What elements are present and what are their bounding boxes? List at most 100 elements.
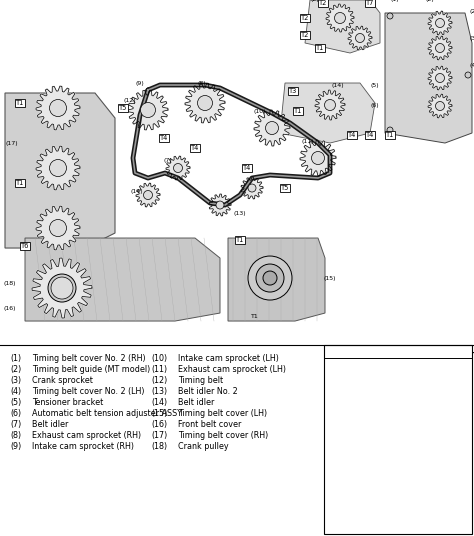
Text: T7: T7 <box>366 0 374 6</box>
Text: Intake cam sprocket (RH): Intake cam sprocket (RH) <box>32 442 134 451</box>
Polygon shape <box>228 238 325 321</box>
Polygon shape <box>280 83 375 143</box>
Text: (14): (14) <box>152 398 168 407</box>
Text: T5:: T5: <box>328 405 341 414</box>
Text: Ref. to
INSTALLATION, Cam
Sprocket.: Ref. to INSTALLATION, Cam Sprocket. <box>346 405 431 435</box>
Text: (4): (4) <box>11 387 22 396</box>
Text: Ref. to
INSTALLATION, Crank Pulley.: Ref. to INSTALLATION, Crank Pulley. <box>346 440 468 459</box>
Text: Automatic belt tension adjuster ASSY: Automatic belt tension adjuster ASSY <box>32 409 182 418</box>
Text: Front belt cover: Front belt cover <box>178 420 241 429</box>
Circle shape <box>51 277 73 299</box>
Circle shape <box>335 12 346 24</box>
Circle shape <box>140 102 155 117</box>
Circle shape <box>263 271 277 285</box>
Polygon shape <box>315 90 345 120</box>
Text: 9.75 (1.0, 7.2): 9.75 (1.0, 7.2) <box>346 464 407 473</box>
Text: Belt idler: Belt idler <box>178 398 214 407</box>
Text: T1: T1 <box>16 180 24 186</box>
Text: (6): (6) <box>11 409 22 418</box>
Circle shape <box>144 190 153 199</box>
Text: T4: T4 <box>160 135 168 141</box>
Text: T1: T1 <box>294 108 302 114</box>
Circle shape <box>356 34 365 42</box>
Circle shape <box>256 264 284 292</box>
Text: T2: T2 <box>301 15 309 21</box>
Text: Exhaust cam sprocket (RH): Exhaust cam sprocket (RH) <box>32 431 141 440</box>
Text: (13): (13) <box>152 387 168 396</box>
Circle shape <box>325 100 336 110</box>
Bar <box>324 345 472 534</box>
Circle shape <box>436 19 445 27</box>
Circle shape <box>55 281 69 295</box>
Polygon shape <box>209 194 231 216</box>
Text: (10): (10) <box>152 354 168 363</box>
Circle shape <box>49 100 66 116</box>
Polygon shape <box>32 258 92 318</box>
Text: T7:: T7: <box>328 464 341 473</box>
Polygon shape <box>428 36 452 60</box>
Text: (13): (13) <box>234 211 246 215</box>
Text: T5: T5 <box>281 185 289 191</box>
Text: (15): (15) <box>152 409 168 418</box>
Text: (10): (10) <box>254 108 266 114</box>
Text: 5 (0.5, 3.6): 5 (0.5, 3.6) <box>346 361 393 370</box>
Text: (2): (2) <box>11 365 22 374</box>
Text: 6.4 (0.65, 4.7): 6.4 (0.65, 4.7) <box>346 372 407 381</box>
Text: Timing belt cover (RH): Timing belt cover (RH) <box>178 431 268 440</box>
Polygon shape <box>5 93 115 248</box>
Circle shape <box>465 72 471 78</box>
Text: T4: T4 <box>191 145 199 151</box>
Text: T4: T4 <box>243 165 251 171</box>
Text: T1: T1 <box>251 314 259 318</box>
Text: Tensioner bracket: Tensioner bracket <box>32 398 103 407</box>
Text: (18): (18) <box>4 280 16 286</box>
Circle shape <box>48 274 76 302</box>
Polygon shape <box>428 66 452 90</box>
Text: (6): (6) <box>371 102 379 108</box>
Polygon shape <box>241 177 263 199</box>
Polygon shape <box>300 140 336 176</box>
Text: T4:: T4: <box>328 394 341 403</box>
Text: (3): (3) <box>470 35 474 41</box>
Circle shape <box>436 73 445 83</box>
Polygon shape <box>128 90 168 130</box>
Text: (14): (14) <box>131 189 143 193</box>
Text: Timing belt guide (MT model): Timing belt guide (MT model) <box>32 365 150 374</box>
Text: T1: T1 <box>236 237 244 243</box>
Text: (12): (12) <box>124 98 137 102</box>
Circle shape <box>436 43 445 53</box>
Text: T4: T4 <box>348 132 356 138</box>
Circle shape <box>248 256 292 300</box>
Polygon shape <box>36 206 80 250</box>
Text: T6:: T6: <box>328 440 341 449</box>
Circle shape <box>436 101 445 110</box>
Text: (8): (8) <box>198 80 206 86</box>
Text: Belt idler No. 2: Belt idler No. 2 <box>178 387 238 396</box>
Circle shape <box>49 220 66 236</box>
Polygon shape <box>348 26 372 50</box>
Text: (3): (3) <box>11 376 22 385</box>
Circle shape <box>173 163 182 173</box>
Text: (7): (7) <box>164 158 173 162</box>
Text: T3: T3 <box>289 88 297 94</box>
Text: T4: T4 <box>366 132 374 138</box>
Text: (2): (2) <box>426 0 434 3</box>
Text: (9): (9) <box>11 442 22 451</box>
Polygon shape <box>25 238 220 321</box>
Text: T1: T1 <box>16 100 24 106</box>
Polygon shape <box>136 183 160 207</box>
Text: (2): (2) <box>470 9 474 13</box>
Text: T5: T5 <box>119 105 127 111</box>
Circle shape <box>216 201 224 209</box>
Text: T2: T2 <box>301 32 309 38</box>
Text: (17): (17) <box>152 431 168 440</box>
Text: T1: T1 <box>316 45 324 51</box>
Polygon shape <box>36 146 80 190</box>
Polygon shape <box>326 4 354 32</box>
Circle shape <box>387 127 393 133</box>
Circle shape <box>311 152 325 165</box>
Text: T1: T1 <box>386 132 394 138</box>
Circle shape <box>387 13 393 19</box>
Text: (16): (16) <box>4 306 16 310</box>
Text: T1:: T1: <box>328 361 341 370</box>
